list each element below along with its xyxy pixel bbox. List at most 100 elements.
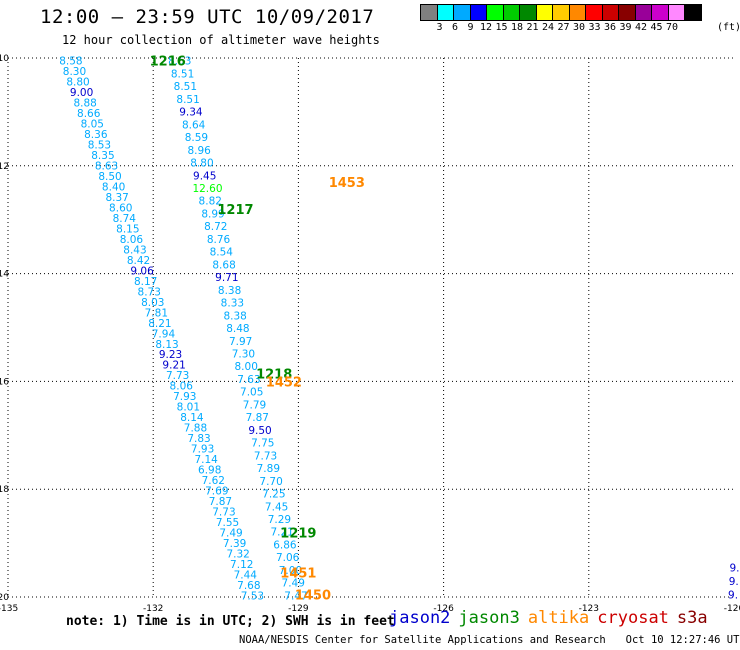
swh-value: 7.06 xyxy=(276,552,300,564)
latitude-label: 10 xyxy=(0,54,9,64)
color-scale-tick: 6 xyxy=(451,22,459,33)
swh-value: 7.73 xyxy=(212,507,235,519)
longitude-label: -132 xyxy=(143,604,163,614)
swh-value: 8.58 xyxy=(59,56,82,68)
swh-value: 7.47 xyxy=(284,590,307,602)
swh-value: 8.13 xyxy=(155,339,178,351)
swh-value: 8.48 xyxy=(226,323,249,335)
color-scale-tick: 42 xyxy=(634,22,648,33)
latitude-label: 14 xyxy=(0,270,9,280)
orbit-time-label: 1450 xyxy=(295,588,331,603)
swh-value: 7.97 xyxy=(229,336,252,348)
color-scale-unit: (ft) xyxy=(717,22,740,33)
swh-value: 7.49 xyxy=(282,578,305,590)
swh-value: 8.33 xyxy=(221,298,244,310)
longitude-label: -126 xyxy=(433,604,454,614)
swh-value: 8.76 xyxy=(207,234,231,246)
footer: NOAA/NESDIS Center for Satellite Applica… xyxy=(239,634,740,646)
swh-value: 9. xyxy=(728,589,738,601)
swh-value: 8.59 xyxy=(185,132,208,144)
swh-value: 8.37 xyxy=(105,192,128,204)
swh-value: 9.23 xyxy=(159,349,182,361)
swh-value: 8.51 xyxy=(176,94,199,106)
swh-value: 9.71 xyxy=(215,272,238,284)
swh-value: 8.40 xyxy=(102,182,125,194)
swh-value: 9. xyxy=(729,562,739,574)
orbit-time-label: 1219 xyxy=(280,526,316,541)
color-scale-tick: 21 xyxy=(526,22,539,33)
swh-value: 8.36 xyxy=(84,129,108,141)
swh-value: 7.88 xyxy=(184,423,207,435)
color-scale-tick: 70 xyxy=(665,22,679,33)
swh-value: 7.32 xyxy=(226,548,249,560)
color-scale-tick: 9 xyxy=(467,22,474,33)
swh-value: 6.98 xyxy=(198,465,221,477)
swh-value: 7.49 xyxy=(219,527,242,539)
longitude-label: -123 xyxy=(579,604,599,614)
swh-value: 7.29 xyxy=(268,514,291,526)
legend-item-cryosat: cryosat xyxy=(597,608,669,628)
page-title: 12:00 — 23:59 UTC 10/09/2017 xyxy=(40,6,375,28)
swh-value: 7.45 xyxy=(265,501,288,513)
longitude-label: -120 xyxy=(724,604,740,614)
swh-value: 8.35 xyxy=(91,150,114,162)
swh-track-values: 8.588.308.809.008.888.668.058.368.538.35… xyxy=(59,56,739,603)
swh-value: 8.50 xyxy=(98,171,121,183)
swh-value: 7.83 xyxy=(187,433,210,445)
swh-value: 9.06 xyxy=(130,265,154,277)
swh-value: 12.60 xyxy=(192,183,222,195)
swh-value: 9.21 xyxy=(162,360,185,372)
swh-value: 7.69 xyxy=(205,486,228,498)
swh-value: 8.51 xyxy=(174,81,197,93)
swh-value: 8.82 xyxy=(199,196,222,208)
color-scale-tick: 36 xyxy=(603,22,617,33)
swh-value: 8.64 xyxy=(182,119,206,131)
color-scale-tick: 12 xyxy=(479,22,493,33)
latitude-label: 20 xyxy=(0,593,9,603)
swh-value: 8.51 xyxy=(171,68,194,80)
color-scale-tick: 18 xyxy=(510,22,524,33)
swh-value: 7.94 xyxy=(152,328,176,340)
swh-value: 8.01 xyxy=(177,402,200,414)
swh-value: 8.60 xyxy=(109,202,132,214)
map-grid xyxy=(7,57,734,598)
swh-value: 9.34 xyxy=(179,107,203,119)
orbit-time-label: 1453 xyxy=(329,176,365,191)
swh-value: 9.50 xyxy=(248,425,271,437)
color-scale-tick: 24 xyxy=(541,22,555,33)
swh-value: 7.12 xyxy=(230,559,253,571)
legend-item-altika: altika xyxy=(527,608,590,628)
timestamp-text: Oct 10 12:27:46 UTC 2017 xyxy=(625,634,740,646)
swh-value: 8.53 xyxy=(168,56,191,68)
swh-value: 7.93 xyxy=(191,444,214,456)
satellite-legend: jason2 jason3 altika cryosat s3a xyxy=(389,608,716,628)
orbit-time-label: 1216 xyxy=(150,55,186,70)
swh-value: 8.43 xyxy=(123,244,146,256)
swh-value: 8.42 xyxy=(127,255,150,267)
swh-value: 7.81 xyxy=(145,307,168,319)
swh-value: 6.86 xyxy=(273,539,297,551)
color-swatch xyxy=(684,4,702,21)
units-note: note: 1) Time is in UTC; 2) SWH is in fe… xyxy=(66,614,395,629)
swh-value: 8.00 xyxy=(235,361,258,373)
page-subtitle: 12 hour collection of altimeter wave hei… xyxy=(62,33,380,47)
latitude-label: 18 xyxy=(0,485,9,495)
swh-value: 7.62 xyxy=(202,475,225,487)
color-scale-tick: 39 xyxy=(619,22,632,33)
latitude-label: 12 xyxy=(0,162,9,172)
swh-value: 7.68 xyxy=(237,580,260,592)
swh-value: 8.53 xyxy=(88,140,111,152)
swh-value: 7.00 xyxy=(279,565,302,577)
latitude-label: 16 xyxy=(0,377,9,387)
swh-value: 8.99 xyxy=(201,208,224,220)
color-scale-tick: 45 xyxy=(650,22,663,33)
swh-value: 8.96 xyxy=(187,145,211,157)
swh-value: 8.21 xyxy=(148,318,171,330)
swh-value: 8.80 xyxy=(190,158,213,170)
swh-value: 7.73 xyxy=(166,370,189,382)
swh-value: 7.55 xyxy=(216,517,239,529)
swh-value: 7.89 xyxy=(257,463,280,475)
swh-value: 8.88 xyxy=(73,98,96,110)
swh-value: 8.38 xyxy=(218,285,241,297)
